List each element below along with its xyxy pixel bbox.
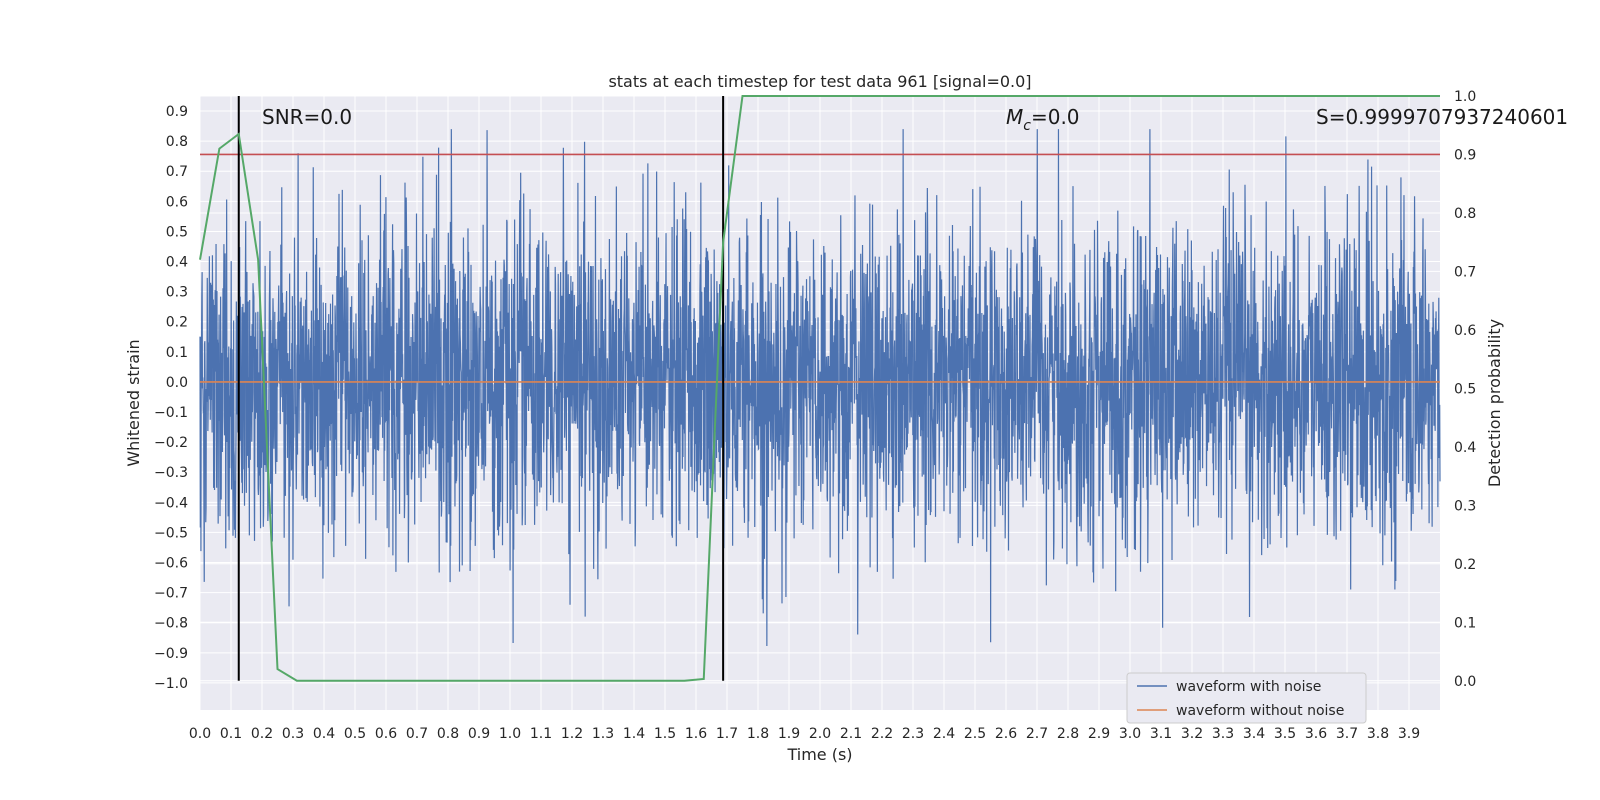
x-tick-label: 1.9 — [778, 726, 800, 742]
annotation-chirp-mass-value: =0.0 — [1031, 105, 1080, 129]
x-tick-label: 0.8 — [437, 726, 459, 742]
y2-axis-label: Detection probability — [1485, 319, 1504, 487]
chart-title: stats at each timestep for test data 961… — [608, 72, 1031, 91]
y-tick-label: −1.0 — [154, 676, 188, 692]
series-waveform-with-noise — [199, 129, 1441, 647]
x-tick-label: 0.6 — [375, 726, 397, 742]
annotation-snr: SNR=0.0 — [262, 105, 352, 129]
y2-tick-label: 0.1 — [1454, 615, 1476, 631]
y-tick-label: −0.4 — [154, 495, 188, 511]
annotation-s: S=0.9999707937240601 — [1316, 105, 1568, 129]
y2-tick-label: 0.2 — [1454, 557, 1476, 573]
x-tick-label: 3.8 — [1367, 726, 1389, 742]
x-tick-label: 1.1 — [530, 726, 552, 742]
x-tick-label: 3.4 — [1243, 726, 1265, 742]
x-tick-label: 0.0 — [189, 726, 211, 742]
legend-box — [1126, 672, 1367, 724]
x-tick-label: 0.9 — [468, 726, 490, 742]
vertical-markers — [237, 96, 725, 681]
x-tick-label: 2.4 — [933, 726, 955, 742]
x-tick-label: 0.3 — [282, 726, 304, 742]
x-tick-label: 2.7 — [1026, 726, 1048, 742]
y-tick-label: −0.7 — [154, 586, 188, 602]
x-tick-label: 0.7 — [406, 726, 428, 742]
y-tick-label: 0.8 — [166, 134, 188, 150]
x-tick-label: 3.9 — [1398, 726, 1420, 742]
annotation-chirp-mass-subscript: c — [1023, 118, 1031, 134]
x-tick-label: 0.2 — [251, 726, 273, 742]
y2-tick-label: 0.8 — [1454, 206, 1476, 222]
x-tick-label: 3.2 — [1181, 726, 1203, 742]
x-tick-label: 1.0 — [499, 726, 521, 742]
y-tick-labels: 0.9 0.8 0.7 0.6 0.5 0.4 0.3 0.2 0.1 0.0 −0.1 −0.2 −0… — [154, 104, 188, 692]
x-axis-label: Time (s) — [786, 745, 852, 764]
y-tick-label: 0.5 — [166, 224, 188, 240]
series-detection-probability — [199, 95, 1440, 682]
y-tick-label: 0.3 — [166, 285, 188, 301]
y2-tick-label: 0.9 — [1454, 147, 1476, 163]
x-tick-label: 1.6 — [685, 726, 707, 742]
legend-label-clean: waveform without noise — [1176, 703, 1344, 719]
y-tick-label: −0.1 — [154, 405, 188, 421]
probability-line — [199, 95, 1440, 682]
x-tick-label: 0.4 — [313, 726, 335, 742]
x-tick-label: 2.0 — [809, 726, 831, 742]
x-tick-label: 2.9 — [1088, 726, 1110, 742]
x-tick-label: 3.7 — [1336, 726, 1358, 742]
y-tick-label: 0.6 — [166, 194, 188, 210]
y2-tick-labels: 1.0 0.9 0.8 0.7 0.6 0.5 0.4 0.3 0.2 0.1 0.0 — [1454, 89, 1476, 690]
y2-tick-label: 0.4 — [1454, 440, 1476, 456]
x-tick-label: 1.4 — [623, 726, 645, 742]
y2-tick-label: 0.6 — [1454, 323, 1476, 339]
x-tick-label: 3.5 — [1274, 726, 1296, 742]
y-tick-label: −0.2 — [154, 435, 188, 451]
x-tick-label: 0.1 — [220, 726, 242, 742]
y2-tick-label: 0.5 — [1454, 381, 1476, 397]
x-tick-label: 2.6 — [995, 726, 1017, 742]
x-tick-label: 2.1 — [840, 726, 862, 742]
y-tick-label: 0.4 — [166, 255, 188, 271]
y2-tick-label: 0.7 — [1454, 264, 1476, 280]
y2-tick-label: 0.0 — [1454, 674, 1476, 690]
y-axis-label: Whitened strain — [124, 339, 143, 466]
x-tick-label: 1.5 — [654, 726, 676, 742]
y-tick-label: −0.9 — [154, 646, 188, 662]
x-tick-label: 2.2 — [871, 726, 893, 742]
x-tick-label: 3.3 — [1212, 726, 1234, 742]
y2-tick-label: 1.0 — [1454, 89, 1476, 105]
x-tick-label: 2.8 — [1057, 726, 1079, 742]
x-tick-label: 3.0 — [1119, 726, 1141, 742]
y2-tick-label: 0.3 — [1454, 498, 1476, 514]
y-tick-label: 0.0 — [166, 375, 188, 391]
x-tick-label: 3.6 — [1305, 726, 1327, 742]
x-tick-labels: 0.0 0.1 0.2 0.3 0.4 0.5 0.6 0.7 0.8 0.9 1.0 1.1 1.2 1… — [189, 726, 1420, 742]
noise-line — [199, 129, 1441, 647]
legend-label-noise: waveform with noise — [1176, 679, 1321, 695]
y-tick-label: 0.7 — [166, 164, 188, 180]
x-tick-label: 0.5 — [344, 726, 366, 742]
x-tick-label: 2.5 — [964, 726, 986, 742]
x-tick-label: 1.2 — [561, 726, 583, 742]
y-tick-label: −0.3 — [154, 465, 188, 481]
y-tick-label: −0.6 — [154, 556, 188, 572]
legend: waveform with noise waveform without noi… — [1126, 672, 1367, 724]
x-tick-label: 1.3 — [592, 726, 614, 742]
y-tick-label: 0.2 — [166, 315, 188, 331]
annotation-chirp-mass: Mc=0.0 — [1006, 105, 1080, 134]
y-tick-label: 0.9 — [166, 104, 188, 120]
x-tick-label: 3.1 — [1150, 726, 1172, 742]
x-tick-label: 2.3 — [902, 726, 924, 742]
y-tick-label: −0.5 — [154, 525, 188, 541]
x-tick-label: 1.8 — [747, 726, 769, 742]
y-tick-label: 0.1 — [166, 345, 188, 361]
annotation-chirp-mass-symbol: M — [1006, 105, 1023, 129]
x-tick-label: 1.7 — [716, 726, 738, 742]
y-tick-label: −0.8 — [154, 616, 188, 632]
